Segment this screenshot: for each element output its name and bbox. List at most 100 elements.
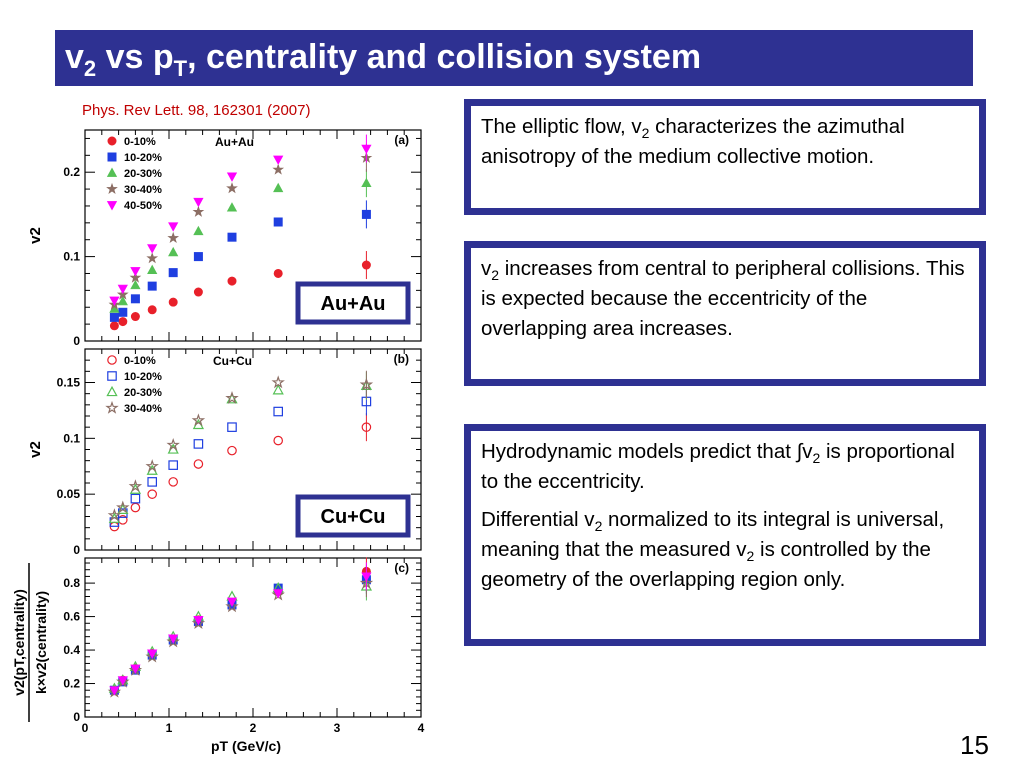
data-point bbox=[273, 435, 283, 446]
page-number: 15 bbox=[960, 730, 989, 760]
legend-marker bbox=[107, 136, 117, 146]
data-point bbox=[361, 209, 371, 219]
data-point bbox=[118, 307, 128, 317]
y-axis-label-denominator: k×v2(centrality) bbox=[33, 591, 49, 694]
y-tick-label: 0.6 bbox=[63, 610, 80, 624]
data-point bbox=[227, 232, 237, 242]
data-point bbox=[359, 377, 374, 391]
data-point bbox=[273, 217, 283, 227]
legend-label: 0-10% bbox=[124, 136, 156, 148]
legend-marker bbox=[107, 371, 117, 381]
data-point bbox=[130, 267, 141, 277]
text-box-elliptic-flow: The elliptic flow, v2 characterizes the … bbox=[464, 99, 986, 215]
data-point bbox=[129, 271, 142, 283]
data-point bbox=[117, 295, 128, 306]
x-tick-label: 3 bbox=[334, 721, 341, 735]
data-point bbox=[168, 460, 178, 470]
data-point bbox=[167, 231, 180, 244]
data-point bbox=[168, 246, 179, 257]
y-tick-label: 0.8 bbox=[63, 576, 80, 590]
box-paragraph: Differential v2 normalized to its integr… bbox=[481, 508, 945, 591]
data-point bbox=[116, 500, 130, 514]
data-point bbox=[272, 163, 285, 175]
data-point bbox=[361, 260, 371, 270]
data-point bbox=[147, 305, 157, 315]
data-point bbox=[193, 616, 204, 626]
data-point bbox=[128, 479, 143, 493]
y-tick-label: 0 bbox=[73, 334, 80, 348]
data-point bbox=[130, 493, 141, 504]
box-paragraph: v2 increases from central to peripheral … bbox=[481, 257, 965, 340]
legend-marker bbox=[105, 400, 119, 414]
y-tick-label: 0.2 bbox=[63, 677, 80, 691]
x-axis-label: pT (GeV/c) bbox=[211, 738, 281, 754]
y-tick-label: 0.1 bbox=[63, 431, 80, 445]
legend-label: 20-30% bbox=[124, 387, 162, 399]
legend-marker bbox=[107, 355, 117, 365]
data-point bbox=[193, 197, 204, 208]
data-point bbox=[147, 489, 157, 499]
data-point bbox=[168, 297, 178, 307]
data-point bbox=[226, 202, 238, 212]
panel-2: 0 0.05 0.1 0.15 (b) Cu+Cu v2 0-10% 10-20% 20-30% 3… bbox=[27, 348, 422, 557]
box-paragraph: Hydrodynamic models predict that ∫v2 is … bbox=[481, 440, 955, 493]
data-point bbox=[226, 182, 238, 194]
data-point bbox=[225, 391, 239, 404]
x-tick-label: 2 bbox=[250, 721, 257, 735]
data-point bbox=[117, 676, 128, 686]
overlay-label: Au+Au bbox=[321, 293, 386, 315]
data-point bbox=[130, 312, 140, 322]
box-paragraph: The elliptic flow, v2 characterizes the … bbox=[481, 115, 905, 168]
data-point bbox=[193, 225, 204, 236]
legend-marker bbox=[107, 152, 117, 162]
legend-marker bbox=[106, 385, 118, 397]
y-tick-label: 0.4 bbox=[63, 643, 80, 657]
data-point bbox=[109, 321, 119, 331]
text-box-centrality: v2 increases from central to peripheral … bbox=[464, 241, 986, 386]
data-point bbox=[361, 177, 372, 188]
data-point bbox=[191, 413, 206, 427]
data-point bbox=[193, 252, 203, 262]
data-point bbox=[227, 276, 237, 286]
panel-label: (b) bbox=[394, 352, 409, 366]
data-point bbox=[273, 155, 284, 165]
data-point bbox=[168, 268, 178, 278]
data-point bbox=[147, 264, 158, 274]
data-point bbox=[273, 589, 284, 599]
data-point bbox=[146, 252, 159, 264]
data-point bbox=[130, 294, 140, 304]
citation: Phys. Rev Lett. 98, 162301 (2007) bbox=[82, 102, 311, 119]
data-point bbox=[109, 686, 120, 696]
data-point bbox=[130, 664, 141, 674]
overlay-label-box bbox=[295, 281, 411, 325]
data-point bbox=[145, 459, 159, 472]
y-tick-label: 0.05 bbox=[57, 487, 81, 501]
panel-1: 0 0.1 0.2 (a) Au+Au v2 0-10% 10-20% 20-30% 30-40%… bbox=[27, 129, 422, 348]
x-tick-label: 4 bbox=[418, 721, 425, 735]
data-point bbox=[130, 279, 141, 290]
data-point bbox=[118, 317, 128, 327]
overlay-label: Cu+Cu bbox=[321, 506, 386, 528]
data-point bbox=[166, 437, 180, 451]
overlay-label-box bbox=[295, 494, 411, 538]
data-point bbox=[117, 284, 128, 295]
legend-label: 40-50% bbox=[124, 200, 162, 212]
data-point bbox=[147, 281, 157, 291]
legend-label: 10-20% bbox=[124, 371, 162, 383]
data-point bbox=[193, 439, 204, 449]
system-label: Cu+Cu bbox=[213, 354, 252, 368]
data-point bbox=[225, 599, 239, 613]
legend-label: 30-40% bbox=[124, 403, 162, 415]
figure: 0 0.1 0.2 (a) Au+Au v2 0-10% 10-20% 20-30% 30-40%… bbox=[11, 129, 425, 754]
system-label: Au+Au bbox=[215, 135, 254, 149]
legend-marker bbox=[106, 182, 118, 194]
data-point bbox=[109, 312, 119, 322]
x-tick-label: 1 bbox=[166, 721, 173, 735]
panel-3: 0 0.2 0.4 0.6 0.8 (c) v2(pT,centrality) k×v2(ce… bbox=[11, 557, 425, 754]
data-point bbox=[273, 406, 283, 417]
data-point bbox=[226, 597, 238, 607]
data-point bbox=[227, 445, 237, 456]
data-point bbox=[147, 649, 158, 659]
y-tick-label: 0.1 bbox=[63, 250, 80, 264]
data-point bbox=[361, 144, 372, 155]
